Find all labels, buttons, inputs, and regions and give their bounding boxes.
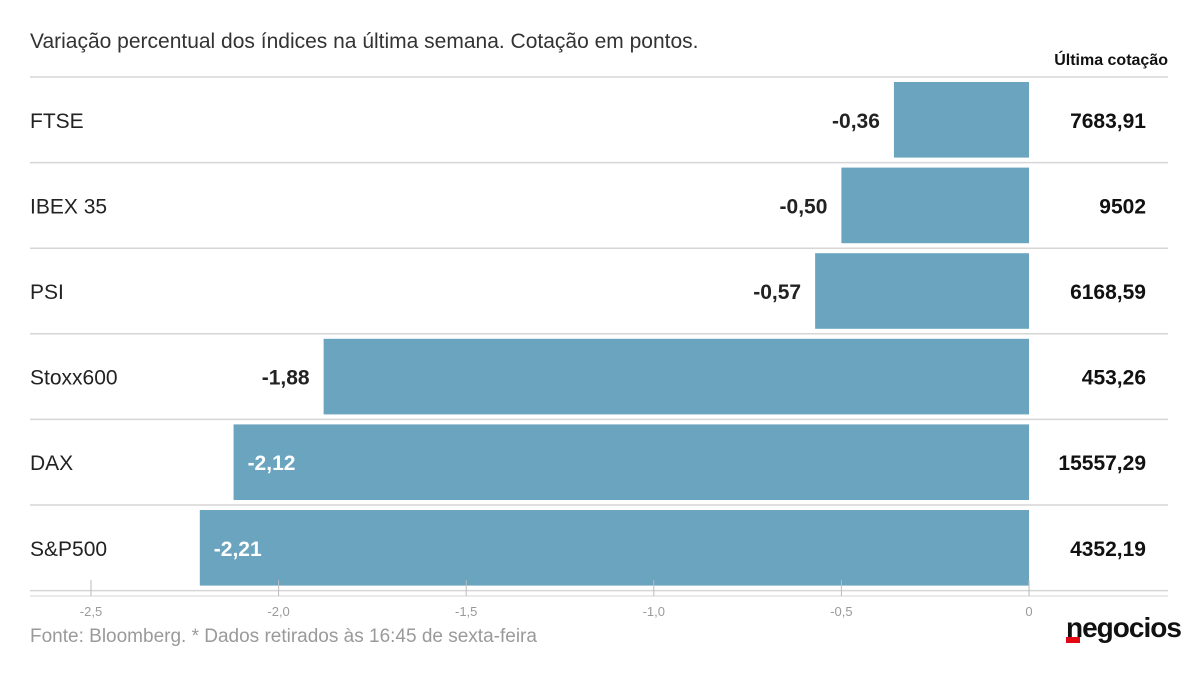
last-quote-value: 15557,29 [1058, 452, 1146, 475]
value-label: -1,88 [262, 367, 310, 390]
brand-logo: negocios [1066, 612, 1182, 643]
category-label: PSI [30, 281, 64, 304]
last-quote-value: 9502 [1099, 195, 1146, 218]
bar [815, 253, 1029, 329]
bar [893, 82, 1029, 158]
x-tick-label: -2,5 [80, 604, 102, 619]
last-quote-value: 453,26 [1082, 367, 1146, 390]
value-label: -0,50 [780, 195, 828, 218]
last-quote-value: 6168,59 [1070, 281, 1146, 304]
x-tick-label: 0 [1025, 604, 1032, 619]
value-label: -0,36 [832, 110, 880, 133]
chart-subtitle: Variação percentual dos índices na últim… [30, 30, 699, 53]
value-label: -2,12 [248, 452, 296, 475]
bar [233, 424, 1030, 500]
category-label: FTSE [30, 110, 84, 133]
bar [841, 167, 1029, 244]
x-tick-label: -0,5 [830, 604, 852, 619]
last-quote-column-header: Última cotação [1054, 52, 1168, 69]
category-label: DAX [30, 452, 73, 475]
last-quote-value: 7683,91 [1070, 110, 1146, 133]
x-tick-label: -1,0 [643, 604, 665, 619]
category-label: S&P500 [30, 538, 107, 561]
source-note: Fonte: Bloomberg. * Dados retirados às 1… [30, 626, 537, 647]
category-label: Stoxx600 [30, 367, 118, 390]
bar [199, 510, 1030, 586]
value-label: -2,21 [214, 538, 262, 561]
category-label: IBEX 35 [30, 195, 107, 218]
bar [323, 338, 1029, 415]
x-tick-label: -1,5 [455, 604, 477, 619]
value-label: -0,57 [753, 281, 801, 304]
x-tick-label: -2,0 [267, 604, 289, 619]
last-quote-value: 4352,19 [1070, 538, 1146, 561]
